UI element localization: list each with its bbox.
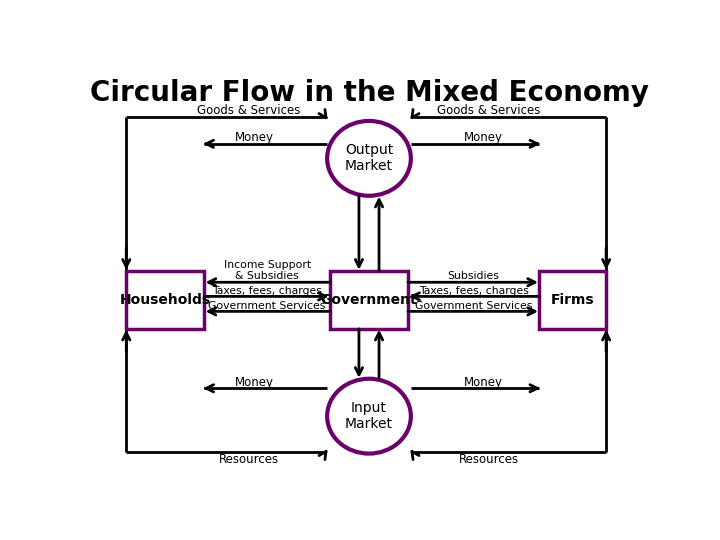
FancyBboxPatch shape [539,271,606,329]
Text: Households: Households [120,293,211,307]
Text: Government Services: Government Services [209,301,326,310]
Text: Money: Money [235,375,274,389]
Ellipse shape [327,379,411,454]
Text: Goods & Services: Goods & Services [197,104,301,117]
Text: Government: Government [320,293,418,307]
FancyBboxPatch shape [126,271,204,329]
Text: Money: Money [464,131,503,144]
Text: Output
Market: Output Market [345,143,393,173]
Text: Subsidies: Subsidies [448,272,500,281]
Text: Government Services: Government Services [415,301,532,310]
Text: Firms: Firms [551,293,595,307]
Text: Money: Money [235,131,274,144]
Text: Input
Market: Input Market [345,401,393,431]
Text: Income Support
& Subsidies: Income Support & Subsidies [224,260,311,281]
Text: Circular Flow in the Mixed Economy: Circular Flow in the Mixed Economy [89,79,649,107]
Text: Taxes, fees, charges: Taxes, fees, charges [212,286,322,295]
FancyBboxPatch shape [330,271,408,329]
Text: Resources: Resources [219,453,279,467]
Text: Resources: Resources [459,453,519,467]
Text: Money: Money [464,375,503,389]
Ellipse shape [327,121,411,196]
Text: Goods & Services: Goods & Services [437,104,541,117]
Text: Taxes, fees, charges: Taxes, fees, charges [419,286,528,295]
